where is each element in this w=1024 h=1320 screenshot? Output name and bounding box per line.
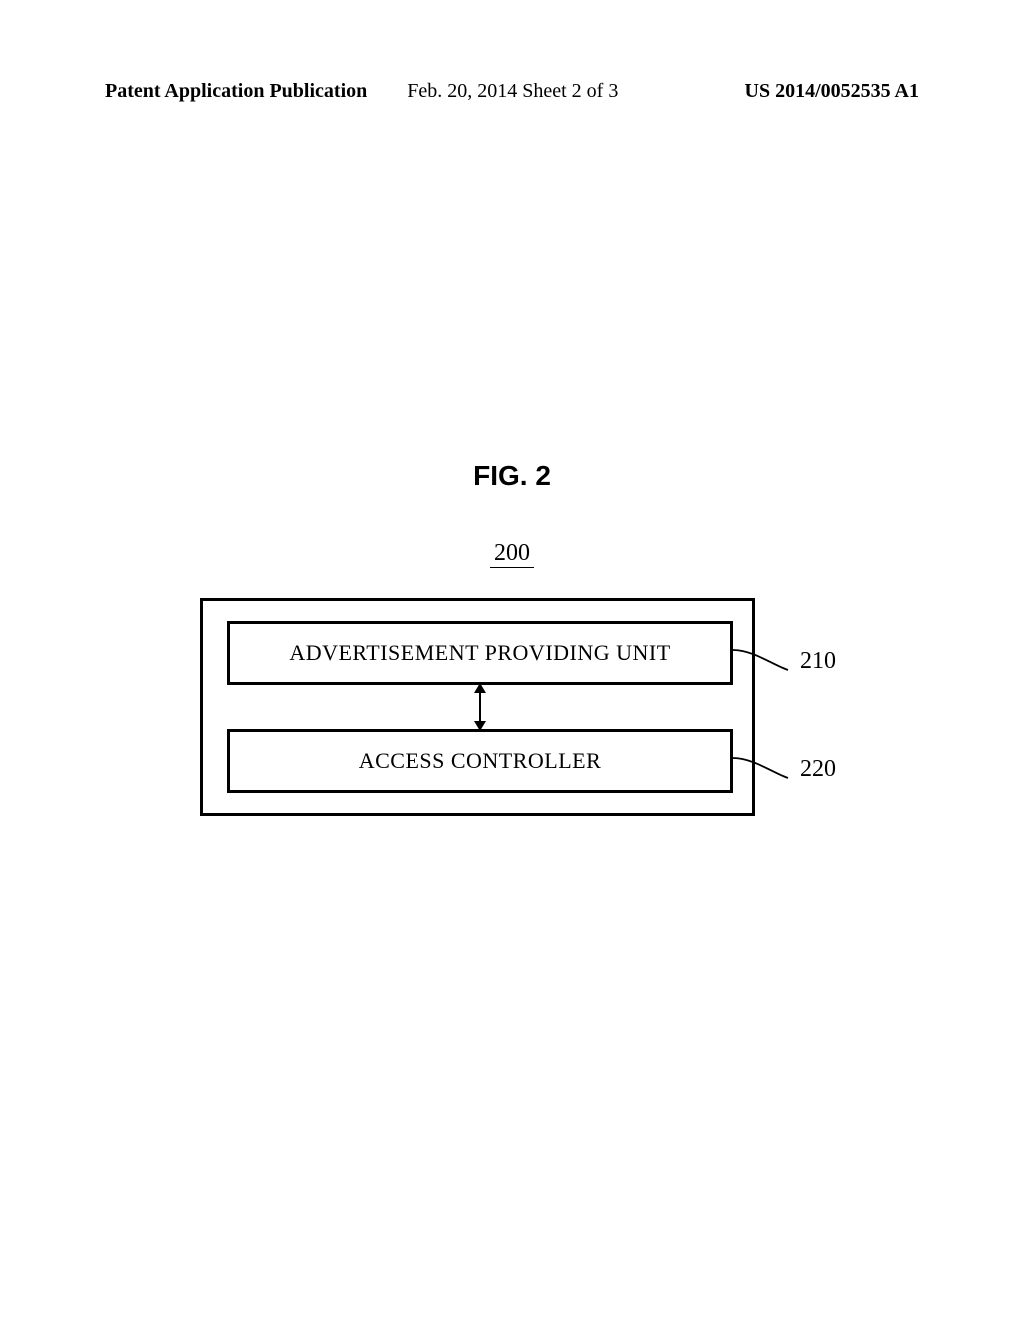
arrow-up-icon (474, 683, 486, 693)
figure-area: FIG. 2 200 ADVERTISEMENT PROVIDING UNIT … (0, 0, 1024, 1320)
figure-title: FIG. 2 (0, 460, 1024, 492)
arrow-down-icon (474, 721, 486, 731)
figure-main-ref-text: 200 (490, 540, 534, 568)
block-advertisement-providing-unit: ADVERTISEMENT PROVIDING UNIT (227, 621, 733, 685)
figure-main-ref: 200 (0, 540, 1024, 567)
diagram-container: ADVERTISEMENT PROVIDING UNIT ACCESS CONT… (200, 598, 755, 816)
ref-label-220: 220 (800, 756, 836, 783)
block-bottom-label: ACCESS CONTROLLER (359, 748, 602, 774)
patent-page: Patent Application Publication Feb. 20, … (0, 0, 1024, 1320)
block-access-controller: ACCESS CONTROLLER (227, 729, 733, 793)
ref-label-210: 210 (800, 648, 836, 675)
block-top-label: ADVERTISEMENT PROVIDING UNIT (289, 640, 670, 666)
